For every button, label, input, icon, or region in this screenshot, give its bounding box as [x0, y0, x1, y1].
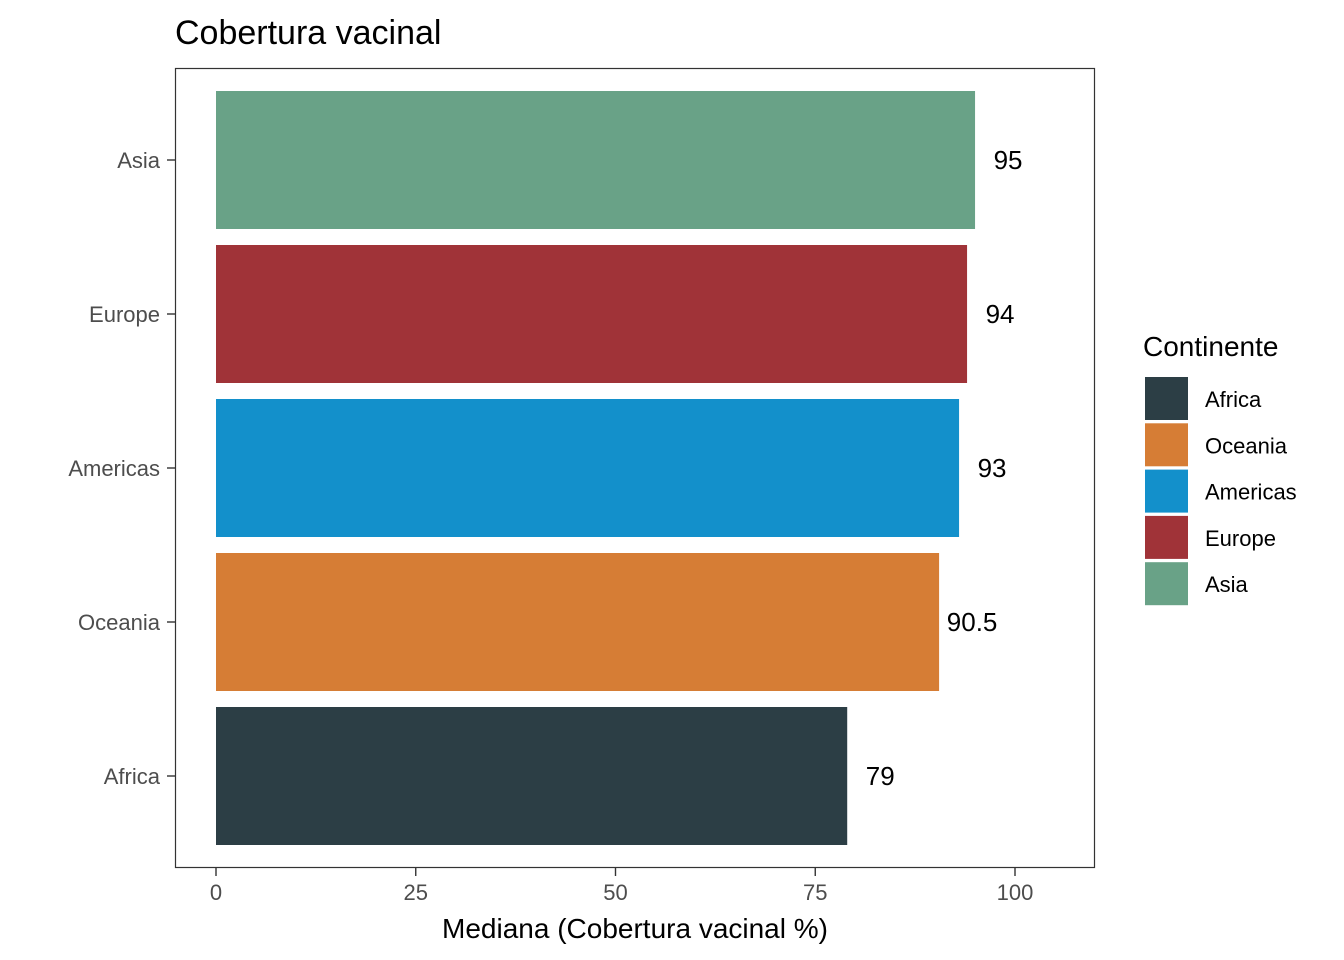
data-labels-group: 79 90.5 93 94 95 [866, 145, 1023, 791]
legend-label-americas: Americas [1205, 480, 1297, 505]
bar-africa [216, 707, 848, 845]
x-tick-label-25: 25 [404, 880, 428, 905]
data-label-americas: 93 [978, 453, 1007, 483]
y-tick-label-americas: Americas [68, 456, 160, 481]
legend-key-europe [1145, 515, 1188, 559]
bar-americas [216, 399, 960, 537]
legend-items: Africa Oceania Americas Europe Asia [1145, 377, 1297, 606]
data-label-africa: 79 [866, 761, 895, 791]
legend-title: Continente [1143, 331, 1278, 362]
x-axis: 0 25 50 75 100 [210, 868, 1033, 905]
legend: Continente Africa Oceania Americas Europe As… [1143, 331, 1297, 606]
x-tick-label-75: 75 [803, 880, 827, 905]
data-label-asia: 95 [994, 145, 1023, 175]
data-label-europe: 94 [986, 299, 1015, 329]
y-tick-label-oceania: Oceania [78, 610, 161, 635]
y-tick-label-africa: Africa [104, 764, 161, 789]
bar-oceania [216, 553, 940, 691]
bars-group [216, 91, 976, 845]
chart-title: Cobertura vacinal [175, 14, 441, 52]
y-tick-label-europe: Europe [89, 302, 160, 327]
y-axis: Africa Oceania Americas Europe Asia [68, 148, 175, 789]
x-axis-title: Mediana (Cobertura vacinal %) [442, 913, 828, 944]
legend-label-oceania: Oceania [1205, 433, 1288, 458]
x-tick-label-100: 100 [997, 880, 1034, 905]
legend-key-americas [1145, 469, 1188, 513]
x-tick-label-50: 50 [603, 880, 627, 905]
legend-label-africa: Africa [1205, 387, 1262, 412]
data-label-oceania: 90.5 [947, 607, 998, 637]
legend-label-asia: Asia [1205, 572, 1249, 597]
legend-key-asia [1145, 562, 1188, 606]
bar-asia [216, 91, 976, 229]
bar-europe [216, 245, 968, 383]
y-tick-label-asia: Asia [117, 148, 161, 173]
legend-label-europe: Europe [1205, 526, 1276, 551]
x-tick-label-0: 0 [210, 880, 222, 905]
legend-key-oceania [1145, 423, 1188, 467]
legend-key-africa [1145, 377, 1188, 420]
